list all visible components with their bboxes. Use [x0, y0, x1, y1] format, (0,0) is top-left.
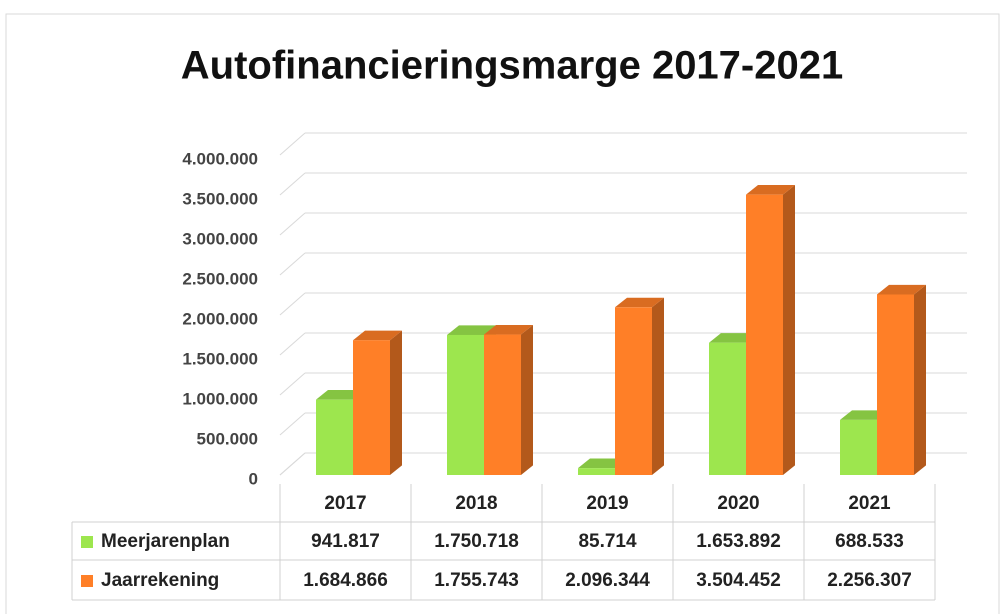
bar-side: [783, 185, 795, 476]
bar-side: [914, 284, 926, 475]
y-tick-label: 3.000.000: [182, 229, 258, 248]
table-value: 1.755.743: [434, 570, 519, 591]
y-tick-label: 2.500.000: [182, 269, 258, 288]
bar-top: [840, 410, 889, 420]
y-tick-label: 1.500.000: [182, 349, 258, 368]
chart-title: Autofinancieringsmarge 2017-2021: [181, 44, 843, 88]
bar: [484, 334, 521, 475]
bar: [316, 399, 353, 475]
table-value: 941.817: [311, 531, 380, 552]
bar-top: [353, 330, 402, 341]
legend-swatch: [81, 536, 93, 548]
bar-top: [746, 185, 795, 195]
y-tick-label: 4.000.000: [182, 149, 258, 168]
bar-top: [578, 458, 627, 469]
bar-side: [521, 324, 533, 475]
y-tick-label: 2.000.000: [182, 309, 258, 328]
grid-line: [279, 172, 306, 196]
y-tick-label: 0: [249, 469, 258, 488]
bar-side: [390, 330, 402, 475]
bar-side: [652, 297, 664, 475]
bar: [353, 340, 390, 475]
table-value: 2.256.307: [827, 570, 912, 591]
bar: [877, 294, 914, 475]
x-tick-label: 2017: [324, 493, 366, 514]
bar-top: [447, 325, 496, 335]
legend-label: Meerjarenplan: [101, 531, 230, 552]
table-value: 688.533: [835, 531, 904, 552]
table-value: 1.684.866: [303, 570, 388, 591]
grid-line: [279, 372, 306, 396]
table-value: 2.096.344: [565, 570, 650, 591]
legend-swatch: [81, 575, 93, 587]
grid-line: [279, 292, 306, 316]
grid-line: [279, 212, 306, 236]
bar: [578, 468, 615, 475]
grid-line: [279, 252, 306, 276]
y-tick-label: 500.000: [197, 429, 258, 448]
y-tick-label: 1.000.000: [182, 389, 258, 408]
bar-top: [709, 333, 758, 343]
bar-top: [484, 324, 533, 335]
x-tick-label: 2018: [455, 493, 497, 514]
table-value: 1.653.892: [696, 531, 781, 552]
table-value: 3.504.452: [696, 570, 781, 591]
legend-label: Jaarrekening: [101, 570, 219, 591]
bar-top: [615, 297, 664, 308]
grid-line: [279, 332, 306, 356]
bar: [615, 307, 652, 475]
bar: [709, 342, 746, 475]
table-value: 85.714: [578, 531, 637, 552]
bar-top: [877, 284, 926, 295]
y-tick-label: 3.500.000: [182, 189, 258, 208]
x-tick-label: 2021: [848, 493, 891, 514]
table-value: 1.750.718: [434, 531, 519, 552]
x-tick-label: 2019: [586, 493, 628, 514]
bar: [840, 419, 877, 475]
grid-line: [279, 132, 306, 156]
chart-frame: [5, 13, 1000, 614]
bar: [746, 194, 783, 475]
bar-top: [316, 390, 365, 400]
bar: [447, 334, 484, 475]
axis-line: [279, 452, 306, 476]
grid-line: [279, 412, 306, 436]
x-tick-label: 2020: [717, 493, 759, 514]
